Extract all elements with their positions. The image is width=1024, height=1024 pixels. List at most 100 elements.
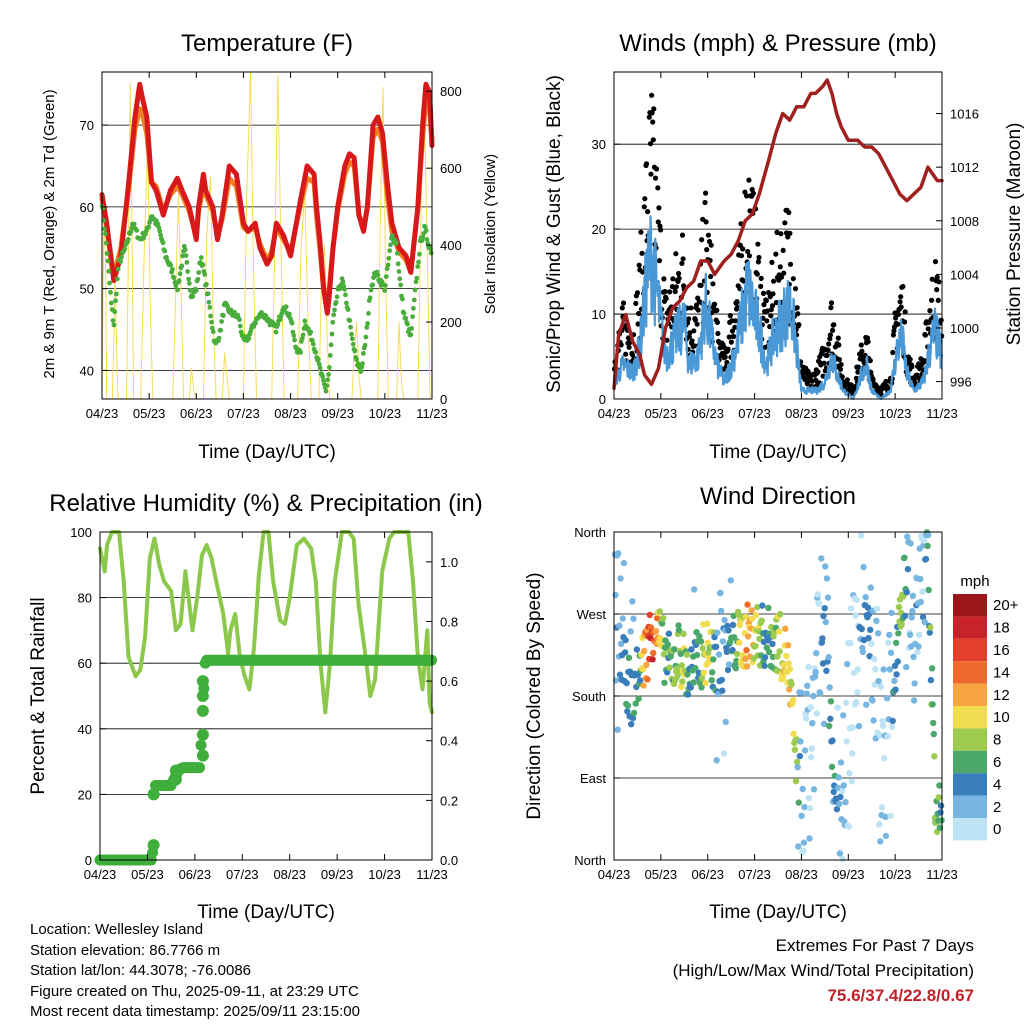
direction-point xyxy=(808,754,815,761)
direction-point xyxy=(854,689,861,696)
gust-point xyxy=(658,227,664,233)
direction-point xyxy=(930,719,937,727)
direction-point xyxy=(630,709,638,717)
direction-point xyxy=(863,701,870,708)
direction-point xyxy=(721,616,728,624)
dewpoint-point xyxy=(397,276,403,282)
gust-point xyxy=(878,391,884,397)
gust-point xyxy=(790,276,796,282)
humidity-xtick-label: 06/23 xyxy=(179,867,212,882)
gust-point xyxy=(633,300,639,306)
direction-point xyxy=(904,565,912,573)
winds-ytick-label-right: 1000 xyxy=(950,321,979,336)
direction-point xyxy=(752,612,760,619)
gust-point xyxy=(769,259,775,265)
dewpoint-point xyxy=(183,253,189,258)
gust-point xyxy=(650,119,656,125)
direction-point xyxy=(765,604,772,612)
dewpoint-point xyxy=(204,282,209,287)
gust-point xyxy=(667,289,673,295)
direction-point xyxy=(888,723,896,730)
gust-point xyxy=(750,190,757,196)
direction-point xyxy=(881,755,888,762)
direction-point xyxy=(886,666,894,673)
gust-point xyxy=(831,322,837,328)
direction-point xyxy=(719,638,727,645)
temperature-xtick-label: 07/23 xyxy=(227,406,260,421)
gust-point xyxy=(687,330,693,336)
gust-point xyxy=(740,246,746,252)
direction-point xyxy=(882,832,890,840)
direction-point xyxy=(660,615,667,622)
direction-point xyxy=(917,598,924,606)
direction-point xyxy=(665,630,673,637)
dewpoint-point xyxy=(104,251,110,256)
direction-point xyxy=(614,726,621,733)
gust-point xyxy=(649,92,655,98)
temperature-xtick-label: 11/23 xyxy=(416,406,448,421)
humidity-ytick-label: 100 xyxy=(70,525,92,540)
gust-point xyxy=(848,382,854,388)
dewpoint-point xyxy=(207,305,213,310)
direction-point xyxy=(894,658,901,665)
humidity-ytick-label-right: 0.6 xyxy=(440,674,458,689)
direction-point xyxy=(843,738,850,745)
direction-point xyxy=(680,630,687,637)
dewpoint-point xyxy=(383,283,388,288)
gust-point xyxy=(825,347,831,353)
direction-point xyxy=(847,605,855,612)
direction-point xyxy=(693,651,701,659)
direction-point xyxy=(632,700,639,707)
direction-point xyxy=(836,800,843,808)
direction-point xyxy=(791,746,799,753)
direction-point xyxy=(853,699,860,706)
direction-point xyxy=(892,639,900,647)
gust-point xyxy=(655,219,661,225)
direction-point xyxy=(699,645,706,652)
direction-point xyxy=(732,665,739,672)
gust-point xyxy=(648,171,654,177)
direction-point xyxy=(633,646,641,653)
relative-humidity-line xyxy=(98,530,434,715)
dewpoint-point xyxy=(349,331,354,337)
gust-point xyxy=(710,281,716,287)
colorbar-swatch xyxy=(953,616,987,639)
gust-point xyxy=(642,196,648,202)
direction-point xyxy=(880,666,887,673)
direction-point xyxy=(800,839,808,846)
dewpoint-point xyxy=(413,279,419,285)
gust-point xyxy=(619,305,625,311)
winds-xtick-label: 09/23 xyxy=(832,406,865,421)
direction-point xyxy=(813,650,820,657)
direction-point xyxy=(823,575,831,582)
winds-ytick-label-right: 996 xyxy=(950,375,972,390)
direction-point xyxy=(901,554,908,561)
winds-ytick-label-right: 1016 xyxy=(950,107,979,122)
direction-point xyxy=(876,732,883,739)
direction-point xyxy=(718,607,725,615)
direction-point xyxy=(818,555,825,562)
direction-point xyxy=(801,747,809,754)
colorbar-label: 10 xyxy=(993,709,1010,726)
direction-point xyxy=(826,722,833,730)
direction-point xyxy=(837,759,845,766)
temperature-ytick-label: 60 xyxy=(80,200,94,215)
dewpoint-point xyxy=(342,286,348,292)
colorbar-label: 20+ xyxy=(993,597,1019,614)
gust-point xyxy=(837,366,844,372)
gust-point xyxy=(656,258,663,264)
dewpoint-point xyxy=(190,294,196,299)
dewpoint-point xyxy=(208,313,214,319)
humidity-xtick-label: 10/23 xyxy=(368,867,401,882)
dewpoint-point xyxy=(417,251,422,257)
direction-point xyxy=(924,542,931,550)
gust-point xyxy=(686,316,692,322)
direction-point xyxy=(652,628,660,635)
dewpoint-point xyxy=(195,276,201,282)
gust-point xyxy=(704,247,710,253)
dewpoint-point xyxy=(287,311,292,317)
winds-xtick-label: 08/23 xyxy=(785,406,818,421)
dewpoint-point xyxy=(193,288,199,293)
direction-point xyxy=(754,603,761,611)
winds-ylabel: Sonic/Prop Wind & Gust (Blue, Black) xyxy=(544,75,565,393)
